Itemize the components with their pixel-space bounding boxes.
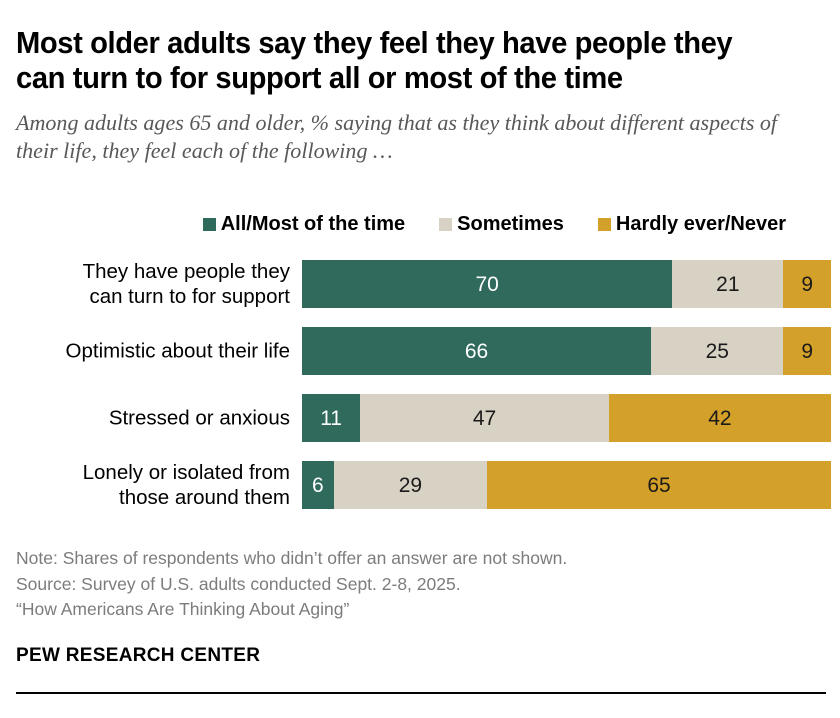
bar-segment[interactable]: 65 — [487, 461, 831, 509]
bar-segment-value: 42 — [708, 406, 732, 430]
note-line: Note: Shares of respondents who didn’t o… — [16, 548, 568, 568]
bar-segment[interactable]: 6 — [302, 461, 334, 509]
legend-swatch-icon — [597, 217, 611, 231]
bar-segment-value: 47 — [472, 406, 497, 430]
chart-row-label: They have people they can turn to for sup… — [10, 259, 290, 309]
stacked-bar: 11 47 42 — [302, 394, 831, 442]
bar-segment-value: 11 — [320, 406, 342, 430]
bar-segment-value: 66 — [464, 339, 489, 363]
stacked-bar: 70 21 9 — [302, 260, 831, 308]
bar-segment-value: 9 — [801, 339, 814, 363]
chart-row-label-line: Optimistic about their life — [65, 339, 290, 363]
note-line: Source: Survey of U.S. adults conducted … — [16, 573, 461, 594]
bar-segment-value: 21 — [716, 272, 740, 296]
chart-row: Optimistic about their life 66 25 9 — [0, 327, 840, 375]
bar-segment[interactable]: 9 — [783, 327, 831, 375]
bar-segment[interactable]: 25 — [651, 327, 784, 375]
bar-segment-value: 6 — [312, 473, 324, 497]
chart-notes: Note: Shares of respondents who didn’t o… — [16, 546, 826, 623]
bar-segment-value: 70 — [475, 272, 499, 296]
stacked-bar: 66 25 9 — [302, 327, 831, 375]
chart-row-label-line: those around them — [119, 486, 290, 509]
page-subtitle: Among adults ages 65 and older, % saying… — [16, 110, 778, 163]
chart-row-label-line: They have people they — [82, 260, 290, 283]
bar-segment[interactable]: 66 — [302, 327, 652, 375]
legend-item-label: Sometimes — [457, 213, 564, 235]
footer-divider — [16, 692, 826, 694]
chart-row: Lonely or isolated from those around them… — [0, 461, 840, 509]
bar-segment[interactable]: 29 — [333, 461, 488, 509]
chart-row-label-line: Lonely or isolated from — [82, 461, 290, 484]
bar-segment[interactable]: 11 — [302, 394, 361, 442]
chart-row: They have people they can turn to for sup… — [0, 260, 840, 308]
bar-segment-value: 65 — [647, 473, 671, 497]
bar-segment-value: 25 — [705, 339, 729, 363]
legend-item-label: All/Most of the time — [220, 213, 406, 235]
bar-segment[interactable]: 21 — [672, 260, 784, 308]
pew-research-center-brand: PEW RESEARCH CENTER — [16, 645, 261, 666]
chart-footer: PEW RESEARCH CENTER — [16, 645, 826, 694]
bar-segment[interactable]: 9 — [783, 260, 831, 308]
stacked-bar: 6 29 65 — [302, 461, 831, 509]
legend-swatch-icon — [439, 217, 453, 231]
legend-item[interactable]: All/Most of the time — [202, 213, 406, 235]
chart-row-label-line: Stressed or anxious — [108, 406, 290, 430]
stacked-bar-chart: They have people they can turn to for sup… — [0, 260, 840, 509]
chart-row-label: Lonely or isolated from those around them — [10, 460, 290, 510]
legend-item[interactable]: Hardly ever/Never — [597, 213, 786, 235]
page-title: Most older adults say they feel they hav… — [16, 26, 733, 95]
bar-segment[interactable]: 70 — [302, 260, 673, 308]
legend-swatch-icon — [202, 217, 216, 231]
bar-segment-value: 29 — [398, 473, 423, 497]
chart-legend: All/Most of the time Sometimes Hardly ever… — [16, 211, 824, 237]
legend-item[interactable]: Sometimes — [439, 214, 564, 234]
bar-segment[interactable]: 47 — [360, 394, 609, 442]
chart-row-label-line: can turn to for support — [89, 285, 290, 308]
chart-row-label: Stressed or anxious — [10, 406, 290, 431]
note-line: “How Americans Are Thinking About Aging” — [16, 599, 350, 619]
bar-segment-value: 9 — [801, 272, 814, 296]
legend-item-label: Hardly ever/Never — [615, 213, 786, 235]
chart-row: Stressed or anxious 11 47 42 — [0, 394, 840, 442]
chart-row-label: Optimistic about their life — [10, 339, 290, 364]
bar-segment[interactable]: 42 — [608, 394, 831, 442]
